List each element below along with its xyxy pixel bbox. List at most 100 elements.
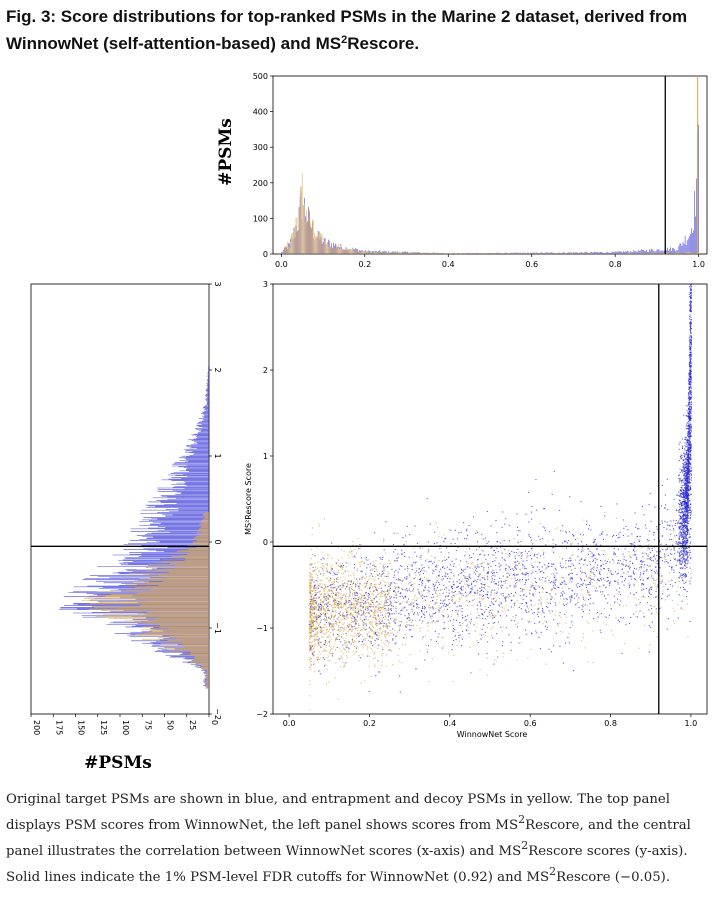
decoy-point bbox=[471, 586, 473, 588]
target-point bbox=[573, 670, 575, 672]
target-point bbox=[497, 621, 499, 623]
target-point bbox=[584, 573, 587, 575]
decoy-point bbox=[610, 630, 612, 632]
target-point bbox=[435, 582, 437, 584]
decoy-point bbox=[481, 609, 483, 611]
target-point bbox=[426, 611, 428, 613]
decoy-point bbox=[455, 600, 457, 602]
target-point bbox=[427, 579, 429, 581]
decoy-point bbox=[345, 618, 347, 620]
decoy-point bbox=[309, 620, 311, 622]
x-tick-label: 75 bbox=[143, 720, 152, 730]
decoy-point bbox=[320, 628, 322, 630]
target-point bbox=[398, 579, 400, 581]
target-point bbox=[486, 594, 489, 596]
target-point bbox=[474, 569, 477, 571]
target-point bbox=[409, 582, 411, 584]
target-point bbox=[466, 578, 468, 580]
target-point bbox=[380, 587, 382, 589]
target-point bbox=[614, 554, 616, 556]
decoy-point bbox=[415, 567, 417, 569]
target-point bbox=[311, 625, 313, 628]
target-point bbox=[318, 607, 320, 609]
target-point bbox=[336, 573, 338, 575]
decoy-point bbox=[628, 539, 630, 541]
decoy-point bbox=[506, 575, 508, 578]
target-point bbox=[432, 569, 434, 571]
target-point bbox=[376, 600, 378, 603]
target-point bbox=[345, 632, 347, 635]
target-point bbox=[396, 560, 398, 562]
target-point bbox=[389, 587, 391, 589]
target-point bbox=[479, 587, 481, 589]
decoy-point bbox=[316, 600, 318, 602]
decoy-point bbox=[404, 637, 406, 639]
target-point bbox=[623, 572, 625, 574]
decoy-point bbox=[313, 607, 315, 609]
target-point bbox=[436, 542, 438, 544]
decoy-point bbox=[363, 596, 365, 598]
target-point bbox=[385, 604, 387, 607]
target-point bbox=[384, 630, 386, 632]
target-point bbox=[491, 612, 493, 614]
target-point bbox=[498, 566, 500, 568]
target-point bbox=[514, 591, 517, 593]
decoy-point bbox=[325, 626, 328, 628]
target-point bbox=[378, 620, 380, 622]
decoy-point bbox=[371, 583, 373, 585]
target-point bbox=[454, 629, 456, 631]
decoy-point bbox=[312, 622, 314, 624]
target-point bbox=[439, 583, 441, 585]
decoy-point bbox=[605, 624, 608, 626]
decoy-point bbox=[543, 557, 545, 559]
decoy-point bbox=[559, 630, 561, 633]
target-point bbox=[483, 567, 485, 569]
target-point bbox=[490, 601, 493, 603]
target-point bbox=[628, 622, 630, 624]
target-point bbox=[310, 598, 312, 601]
target-point bbox=[408, 619, 410, 621]
decoy-point bbox=[322, 575, 324, 577]
target-point bbox=[435, 569, 437, 571]
target-point bbox=[592, 555, 594, 557]
target-point bbox=[379, 610, 381, 612]
target-point bbox=[680, 551, 682, 553]
target-point bbox=[455, 586, 457, 588]
decoy-point bbox=[396, 560, 398, 562]
target-point bbox=[510, 600, 512, 602]
target-point bbox=[427, 541, 429, 543]
decoy-point bbox=[426, 565, 428, 567]
decoy-point bbox=[351, 594, 353, 596]
decoy-point bbox=[314, 617, 316, 619]
decoy-point bbox=[338, 626, 340, 628]
target-point bbox=[500, 580, 502, 582]
target-point bbox=[598, 572, 600, 574]
target-point bbox=[671, 538, 673, 541]
decoy-point bbox=[309, 563, 311, 566]
target-point bbox=[453, 602, 455, 604]
target-point bbox=[674, 524, 676, 527]
decoy-point bbox=[312, 620, 315, 622]
target-point bbox=[383, 567, 385, 569]
decoy-point bbox=[316, 618, 318, 620]
target-point bbox=[496, 532, 498, 534]
decoy-point bbox=[641, 596, 643, 598]
decoy-point bbox=[457, 615, 459, 617]
target-point bbox=[403, 637, 405, 639]
target-point bbox=[363, 612, 365, 614]
decoy-point bbox=[412, 606, 414, 608]
decoy-point bbox=[426, 623, 428, 625]
target-point bbox=[629, 560, 631, 562]
target-point bbox=[478, 546, 480, 548]
decoy-point bbox=[309, 610, 311, 612]
decoy-point bbox=[370, 575, 372, 577]
target-point bbox=[632, 562, 634, 565]
decoy-point bbox=[357, 597, 359, 599]
decoy-point bbox=[514, 568, 516, 570]
target-point bbox=[495, 582, 497, 584]
target-point bbox=[604, 515, 606, 517]
decoy-point bbox=[309, 604, 311, 606]
decoy-point bbox=[483, 562, 485, 564]
target-point bbox=[336, 646, 338, 648]
target-point bbox=[673, 549, 675, 551]
